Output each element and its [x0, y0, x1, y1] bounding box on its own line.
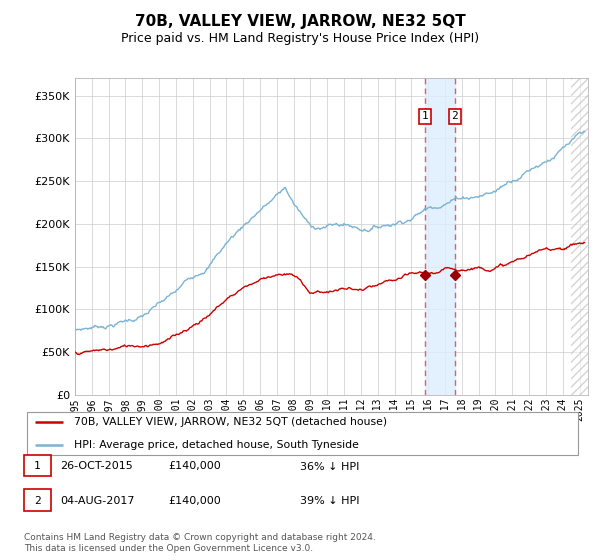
Text: 2: 2 — [452, 111, 458, 122]
Text: Price paid vs. HM Land Registry's House Price Index (HPI): Price paid vs. HM Land Registry's House … — [121, 32, 479, 45]
Text: Contains HM Land Registry data © Crown copyright and database right 2024.
This d: Contains HM Land Registry data © Crown c… — [24, 533, 376, 553]
Bar — [571, 78, 588, 395]
Text: 36% ↓ HPI: 36% ↓ HPI — [300, 461, 359, 472]
Bar — [425, 78, 455, 395]
Text: 70B, VALLEY VIEW, JARROW, NE32 5QT (detached house): 70B, VALLEY VIEW, JARROW, NE32 5QT (deta… — [74, 417, 388, 427]
Text: HPI: Average price, detached house, South Tyneside: HPI: Average price, detached house, Sout… — [74, 440, 359, 450]
Text: 04-AUG-2017: 04-AUG-2017 — [60, 496, 134, 506]
Text: £140,000: £140,000 — [168, 496, 221, 506]
FancyBboxPatch shape — [27, 412, 578, 455]
Text: 39% ↓ HPI: 39% ↓ HPI — [300, 496, 359, 506]
Text: 1: 1 — [34, 461, 41, 472]
Text: £140,000: £140,000 — [168, 461, 221, 472]
Text: 70B, VALLEY VIEW, JARROW, NE32 5QT: 70B, VALLEY VIEW, JARROW, NE32 5QT — [134, 14, 466, 29]
Text: 26-OCT-2015: 26-OCT-2015 — [60, 461, 133, 472]
Text: 2: 2 — [34, 496, 41, 506]
Text: 1: 1 — [422, 111, 428, 122]
